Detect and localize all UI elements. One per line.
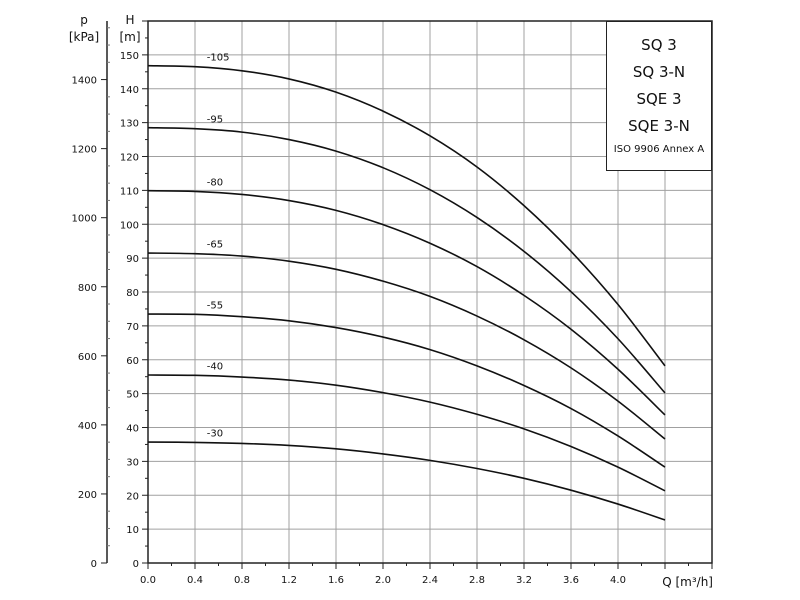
p-tick-label: 1000 — [72, 214, 97, 225]
title-line: SQ 3-N — [632, 63, 686, 81]
x-tick-label: 1.2 — [281, 575, 297, 586]
y-tick-label: 90 — [126, 254, 139, 265]
p-tick-label: 0 — [91, 559, 97, 570]
y-tick-label: 150 — [120, 51, 139, 62]
x-tick-label: 2.4 — [422, 575, 438, 586]
pump-curve-m40 — [147, 374, 666, 492]
x-axis-label: Q [m³/h] — [662, 575, 713, 589]
y-axis-unit: [m] — [119, 30, 140, 44]
y-tick-label: 100 — [120, 220, 139, 231]
y-tick-label: 80 — [126, 288, 139, 299]
curve-label: -55 — [207, 300, 223, 311]
curve-label: -80 — [207, 177, 223, 188]
x-tick-label: 2.0 — [375, 575, 391, 586]
x-tick-label: 3.6 — [563, 575, 579, 586]
pump-curve-m80 — [147, 189, 666, 416]
y-tick-label: 60 — [126, 356, 139, 367]
pump-curve-m65 — [147, 252, 666, 440]
standard-note: ISO 9906 Annex A — [613, 144, 705, 155]
p-tick-label: 1200 — [72, 145, 97, 156]
p-tick-label: 200 — [78, 490, 97, 501]
title-line: SQ 3 — [641, 36, 677, 54]
y-tick-label: 70 — [126, 322, 139, 333]
p-axis-label: p — [80, 13, 88, 27]
p-tick-label: 600 — [78, 352, 97, 363]
x-tick-label: 0.8 — [234, 575, 250, 586]
y-tick-label: 50 — [126, 390, 139, 401]
curve-label: -30 — [207, 428, 223, 439]
curve-label: -95 — [207, 115, 223, 126]
y-tick-label: 40 — [126, 424, 139, 435]
x-tick-label: 4.0 — [610, 575, 626, 586]
x-tick-label: 1.6 — [328, 575, 344, 586]
y-tick-label: 120 — [120, 153, 139, 164]
x-tick-label: 0.4 — [187, 575, 203, 586]
pump-curve-m105 — [147, 64, 666, 367]
y-tick-label: 140 — [120, 85, 139, 96]
p-tick-label: 1400 — [72, 76, 97, 87]
y-tick-label: 110 — [120, 186, 139, 197]
pump-curve-m30 — [147, 441, 666, 521]
title-box: SQ 3 SQ 3-N SQE 3 SQE 3-N ISO 9906 Annex… — [606, 21, 712, 171]
p-tick-label: 400 — [78, 421, 97, 432]
p-tick-label: 800 — [78, 283, 97, 294]
title-line: SQE 3 — [636, 90, 682, 108]
curve-label: -105 — [207, 53, 230, 64]
curve-label: -65 — [207, 240, 223, 251]
title-line: SQE 3-N — [628, 117, 690, 135]
x-tick-label: 2.8 — [469, 575, 485, 586]
x-tick-label: 3.2 — [516, 575, 532, 586]
p-axis-unit: [kPa] — [69, 30, 99, 44]
y-tick-label: 30 — [126, 457, 139, 468]
y-tick-label: 10 — [126, 525, 139, 536]
pump-curve-m55 — [147, 313, 666, 468]
y-tick-label: 130 — [120, 119, 139, 130]
x-tick-label: 0.0 — [140, 575, 156, 586]
curve-label: -40 — [207, 361, 223, 372]
y-tick-label: 0 — [133, 559, 139, 570]
y-axis-label: H — [125, 13, 134, 27]
pump-curve-m95 — [147, 126, 666, 394]
y-tick-label: 20 — [126, 491, 139, 502]
